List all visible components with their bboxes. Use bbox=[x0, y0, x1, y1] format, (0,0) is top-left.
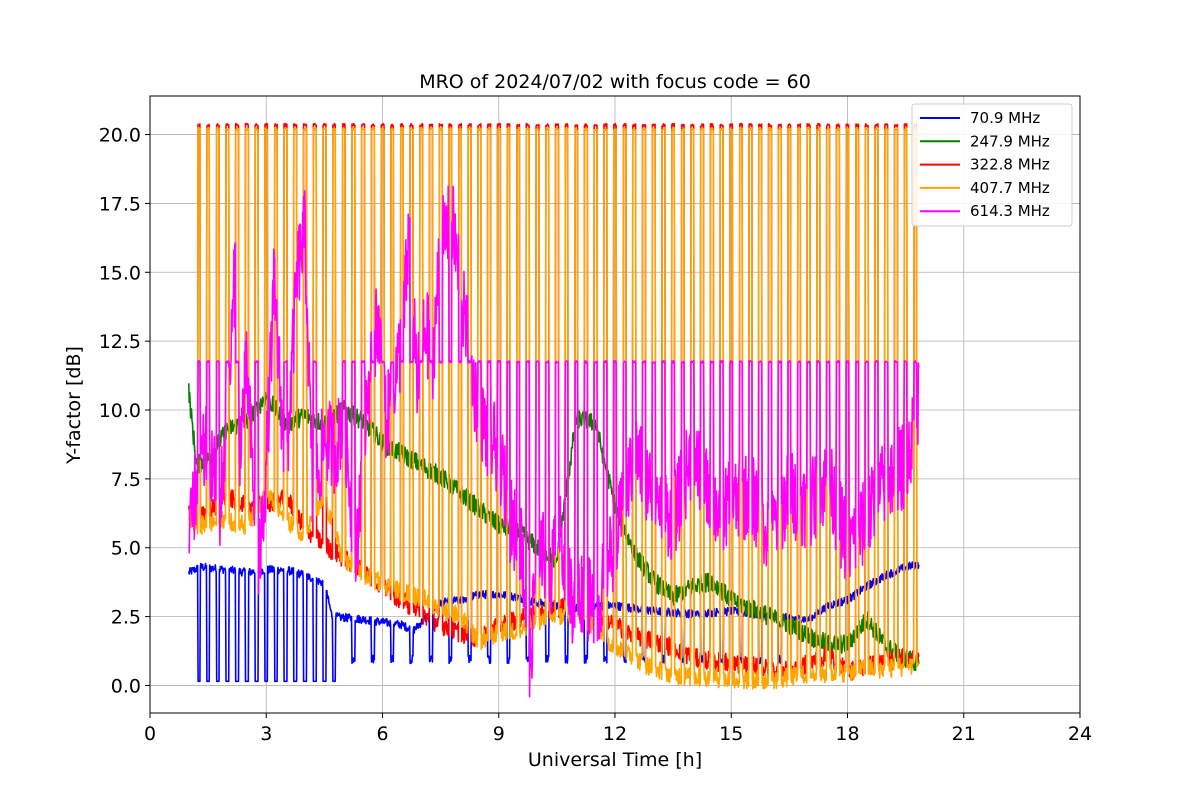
legend-label: 247.9 MHz bbox=[970, 132, 1050, 150]
axis-ticks: 0 3 6 9 12 15 18 21 24 0.0 2.5 5.0 7.5 10.0 12.5 15.0 17… bbox=[99, 125, 1092, 745]
legend-box bbox=[911, 103, 1073, 227]
x-tick-label: 24 bbox=[1068, 723, 1092, 745]
legend-label: 614.3 MHz bbox=[970, 202, 1050, 220]
series-layer bbox=[188, 122, 920, 698]
y-tick-label: 5.0 bbox=[111, 538, 141, 560]
series-line bbox=[188, 126, 920, 690]
x-tick-label: 9 bbox=[493, 723, 505, 745]
x-tick-label: 3 bbox=[260, 723, 272, 745]
y-tick-label: 7.5 bbox=[111, 469, 141, 491]
y-tick-label: 10.0 bbox=[99, 400, 141, 422]
y-tick-label: 0.0 bbox=[111, 675, 141, 697]
chart-title: MRO of 2024/07/02 with focus code = 60 bbox=[419, 71, 811, 93]
y-axis-label: Y-factor [dB] bbox=[63, 346, 85, 465]
x-tick-label: 0 bbox=[144, 723, 156, 745]
legend-label: 407.7 MHz bbox=[970, 179, 1050, 197]
y-tick-label: 2.5 bbox=[111, 607, 141, 629]
legend: 70.9 MHz 247.9 MHz 322.8 MHz 407.7 MHz 6… bbox=[911, 103, 1073, 227]
legend-label: 322.8 MHz bbox=[970, 156, 1050, 174]
x-tick-label: 18 bbox=[835, 723, 859, 745]
x-axis-label: Universal Time [h] bbox=[528, 749, 702, 771]
x-tick-label: 21 bbox=[952, 723, 976, 745]
y-tick-label: 20.0 bbox=[99, 125, 141, 147]
x-tick-label: 6 bbox=[376, 723, 388, 745]
legend-label: 70.9 MHz bbox=[970, 109, 1040, 127]
y-tick-label: 17.5 bbox=[99, 193, 141, 215]
x-tick-label: 15 bbox=[719, 723, 743, 745]
series-line bbox=[188, 185, 920, 698]
y-tick-label: 15.0 bbox=[99, 262, 141, 284]
y-tick-label: 12.5 bbox=[99, 331, 141, 353]
x-tick-label: 12 bbox=[603, 723, 627, 745]
